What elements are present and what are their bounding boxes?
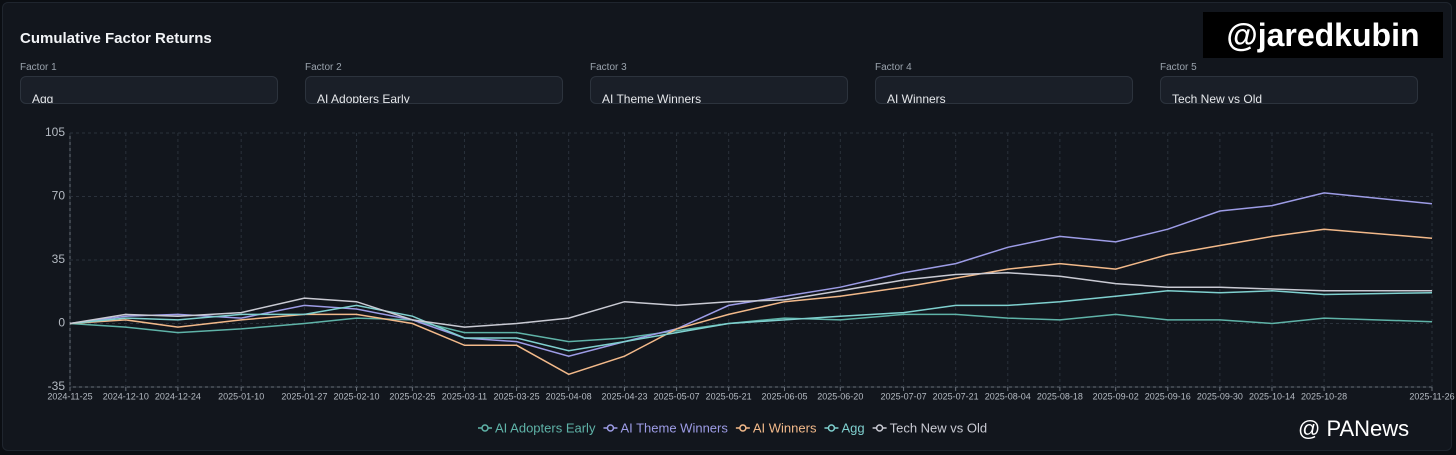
select-value: AI Theme Winners — [602, 92, 702, 104]
select-value: AI Adopters Early — [317, 92, 410, 104]
legend-swatch — [827, 424, 836, 432]
series-line — [69, 313, 1433, 343]
select[interactable]: Tech New vs Old — [1160, 76, 1418, 104]
x-tick-label: 2025-02-25 — [389, 391, 435, 401]
y-tick-label: 0 — [58, 316, 65, 330]
x-tick-label: 2025-03-25 — [494, 391, 540, 401]
control-label: Factor 1 — [20, 62, 57, 73]
series-line — [69, 192, 1433, 357]
x-tick-label: 2025-06-05 — [761, 391, 807, 401]
select[interactable]: AI Theme Winners — [590, 76, 848, 104]
x-tick-label: 2025-04-08 — [546, 391, 592, 401]
x-tick-label: 2025-09-02 — [1093, 391, 1139, 401]
x-tick-label: 2025-10-28 — [1301, 391, 1347, 401]
y-tick-label: 105 — [45, 125, 65, 139]
x-tick-label: 2025-08-18 — [1037, 391, 1083, 401]
y-tick-label: -35 — [48, 379, 66, 393]
x-tick-label: 2025-07-21 — [933, 391, 979, 401]
x-tick-label: 2025-09-16 — [1145, 391, 1191, 401]
chart-title: Cumulative Factor Returns — [20, 30, 212, 47]
control-label: Factor 2 — [305, 62, 342, 73]
x-tick-label: 2024-12-10 — [103, 391, 149, 401]
select[interactable]: Agg — [20, 76, 278, 104]
x-tick-label: 2025-08-04 — [985, 391, 1031, 401]
legend-label: AI Adopters Early — [495, 420, 596, 435]
legend-swatch — [739, 424, 747, 432]
legend-swatch — [481, 424, 489, 432]
x-tick-label: 2025-02-10 — [334, 391, 380, 401]
series-line — [69, 271, 1432, 328]
x-tick-label: 2025-04-23 — [601, 391, 647, 401]
watermark: @jaredkubin — [1203, 12, 1443, 58]
legend-label: AI Theme Winners — [620, 420, 728, 435]
legend-label: AI Winners — [753, 420, 817, 435]
x-tick-label: 2025-05-07 — [654, 391, 700, 401]
x-tick-label: 2025-01-10 — [218, 391, 264, 401]
x-tick-label: 2025-07-07 — [881, 391, 927, 401]
x-tick-label: 2025-03-11 — [442, 391, 487, 401]
legend-swatch — [875, 424, 884, 432]
x-tick-label: 2025-01-27 — [281, 391, 327, 401]
x-tick-label: 2025-11-26 — [1409, 391, 1454, 401]
legend-swatch — [606, 424, 615, 432]
x-tick-label: 2025-10-14 — [1249, 391, 1295, 401]
watermark: @ PANews — [1298, 416, 1410, 441]
select-value: Agg — [32, 92, 54, 104]
select[interactable]: AI Adopters Early — [305, 76, 563, 104]
control-label: Factor 5 — [1160, 62, 1197, 73]
x-tick-label: 2025-05-21 — [706, 391, 752, 401]
legend-label: Agg — [841, 420, 864, 435]
x-tick-label: 2025-06-20 — [817, 391, 863, 401]
x-tick-label: 2025-09-30 — [1197, 391, 1243, 401]
y-tick-label: 70 — [52, 189, 66, 203]
legend-label: Tech New vs Old — [890, 420, 988, 435]
control-label: Factor 3 — [590, 62, 627, 73]
control-label: Factor 4 — [875, 62, 912, 73]
x-tick-label: 2024-12-24 — [155, 391, 201, 401]
x-tick-label: 2024-11-25 — [47, 391, 92, 401]
select[interactable]: AI Winners — [875, 76, 1133, 104]
select-value: Tech New vs Old — [1172, 92, 1263, 104]
y-tick-label: 35 — [52, 252, 66, 266]
series-line — [69, 290, 1433, 352]
select-value: AI Winners — [887, 92, 946, 104]
